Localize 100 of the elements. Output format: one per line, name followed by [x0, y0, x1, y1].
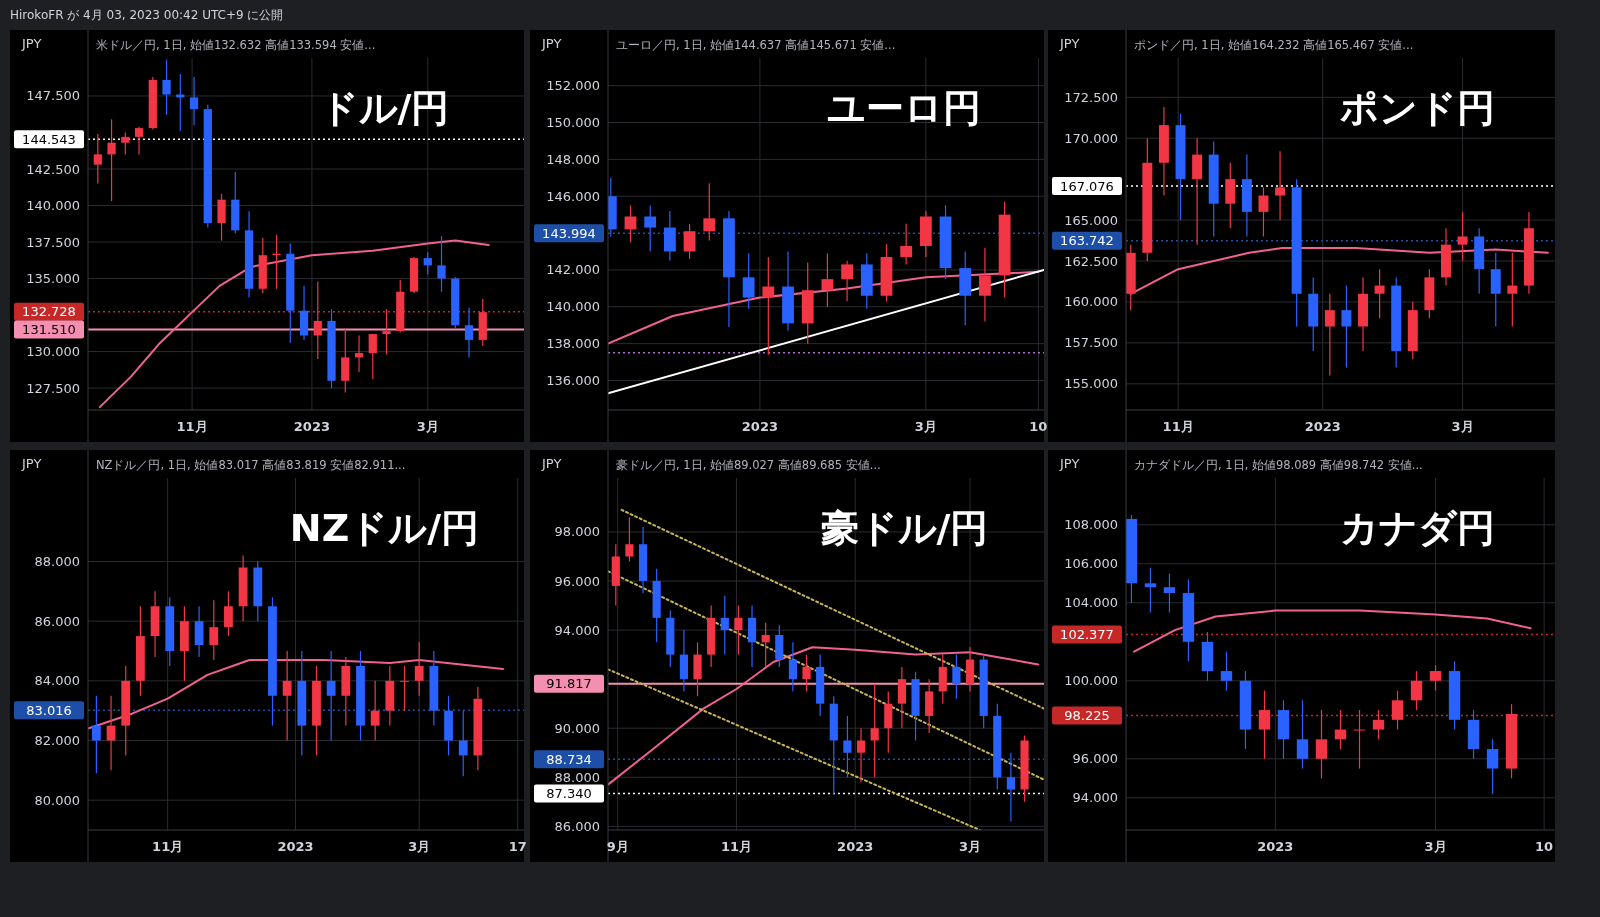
y-tick-label: 142.000 [546, 262, 600, 278]
y-axis-title: JPY [1059, 36, 1080, 51]
chart-subtitle: NZドル／円, 1日, 始値83.017 高値83.819 安値82.911... [96, 458, 406, 472]
y-tick-label: 170.000 [1064, 130, 1118, 146]
ref-line-label: 91.817 [546, 676, 592, 692]
y-tick-label: 127.500 [26, 380, 80, 396]
candlestick [368, 333, 377, 380]
candlestick [1144, 567, 1157, 614]
text: HirokoFR が 4月 03, 2023 00:42 UTC+9 に公開 [10, 8, 284, 22]
candlestick [1163, 572, 1176, 614]
y-tick-label: 146.000 [546, 188, 600, 204]
y-tick-label: 152.000 [546, 78, 600, 94]
y-tick-label: 165.000 [1064, 212, 1118, 228]
candlestick [720, 595, 729, 656]
candlestick [1353, 709, 1366, 770]
candlestick [162, 58, 171, 116]
candlestick [194, 605, 204, 658]
candlestick [841, 260, 853, 302]
candlestick [1372, 709, 1385, 740]
x-tick-label: 2023 [1304, 419, 1341, 434]
candlestick [1410, 670, 1423, 711]
candlestick [644, 204, 657, 253]
y-tick-label: 162.500 [1064, 253, 1118, 269]
y-axis-title: JPY [21, 456, 42, 471]
candlestick [134, 126, 144, 155]
ref-line-label: 88.734 [546, 751, 592, 767]
y-tick-label: 140.000 [546, 299, 600, 315]
y-tick-label: 96.000 [1072, 751, 1118, 767]
candlestick [1324, 293, 1335, 377]
candlestick [1374, 268, 1385, 319]
x-tick-label: 3月 [959, 839, 982, 854]
y-tick-label: 130.000 [26, 344, 80, 360]
x-tick-label: 2023 [293, 419, 330, 434]
candlestick [870, 683, 879, 778]
y-tick-label: 147.500 [26, 88, 80, 104]
candlestick [1507, 252, 1518, 328]
candlestick [856, 727, 866, 783]
x-tick-label: 11月 [176, 419, 208, 434]
ref-line-label: 132.728 [22, 304, 76, 320]
candlestick [209, 599, 219, 661]
candlestick [437, 235, 446, 293]
chart-subtitle: カナダドル／円, 1日, 始値98.089 高値98.742 安値... [1134, 458, 1423, 472]
x-tick-label: 17 [508, 839, 527, 854]
line-series [1129, 246, 1549, 295]
y-tick-label: 136.000 [546, 373, 600, 389]
y-tick-label: 157.500 [1064, 335, 1118, 351]
candlestick [761, 622, 770, 668]
text: 豪ドル/円 [820, 506, 989, 551]
y-tick-label: 155.000 [1064, 376, 1118, 392]
ref-line-label: 102.377 [1060, 626, 1114, 642]
y-tick-label: 86.000 [34, 613, 80, 629]
y-tick-label: 148.000 [546, 151, 600, 167]
y-tick-label: 82.000 [34, 733, 80, 749]
x-tick-label: 11月 [720, 839, 753, 854]
candlestick [703, 182, 716, 242]
y-tick-label: 104.000 [1064, 595, 1118, 611]
y-tick-label: 88.000 [554, 769, 600, 785]
candlestick [1296, 699, 1309, 770]
chart-subtitle: ポンド／円, 1日, 始値164.232 高値165.467 安値... [1134, 38, 1414, 52]
ref-line-label: 143.994 [542, 225, 596, 241]
candlestick [313, 280, 322, 360]
y-tick-label: 100.000 [1064, 673, 1118, 689]
chart-subtitle: ユーロ／円, 1日, 始値144.637 高値145.671 安値... [616, 38, 896, 52]
candlestick [625, 516, 634, 562]
x-tick-label: 3月 [914, 419, 937, 434]
candlestick [788, 641, 797, 693]
y-tick-label: 90.000 [554, 720, 600, 736]
candlestick [326, 650, 336, 742]
y-tick-label: 142.500 [26, 161, 80, 177]
candlestick [423, 251, 432, 275]
candlestick [979, 247, 991, 323]
text: ドル/円 [319, 86, 450, 131]
candlestick [189, 76, 199, 126]
y-tick-label: 96.000 [554, 573, 600, 589]
candlestick [1315, 709, 1328, 779]
candlestick [1429, 664, 1442, 692]
ref-line-label: 87.340 [546, 785, 592, 801]
candlestick [282, 650, 292, 742]
candlestick [683, 223, 696, 260]
x-tick-label: 2023 [837, 839, 874, 854]
ref-line-label: 144.543 [22, 131, 76, 147]
candlestick [1220, 650, 1233, 692]
candlestick [1258, 186, 1269, 238]
y-tick-label: 150.000 [546, 115, 600, 130]
y-tick-label: 137.500 [26, 234, 80, 250]
ref-line-label: 167.076 [1060, 178, 1114, 194]
candlestick [1341, 284, 1352, 369]
y-tick-label: 138.000 [546, 336, 600, 352]
candlestick [414, 641, 424, 697]
candlestick [121, 131, 130, 155]
y-tick-label: 172.500 [1064, 89, 1118, 105]
y-tick-label: 106.000 [1064, 556, 1118, 572]
ref-line-label: 163.742 [1060, 233, 1114, 249]
candlestick [341, 327, 350, 394]
y-tick-label: 84.000 [34, 673, 80, 689]
y-tick-label: 98.000 [554, 524, 600, 540]
x-tick-label: 10 [1029, 419, 1048, 434]
chart-subtitle: 米ドル／円, 1日, 始値132.632 高値133.594 安値... [96, 38, 376, 52]
y-tick-label: 135.000 [26, 271, 80, 287]
candlestick [952, 654, 961, 700]
